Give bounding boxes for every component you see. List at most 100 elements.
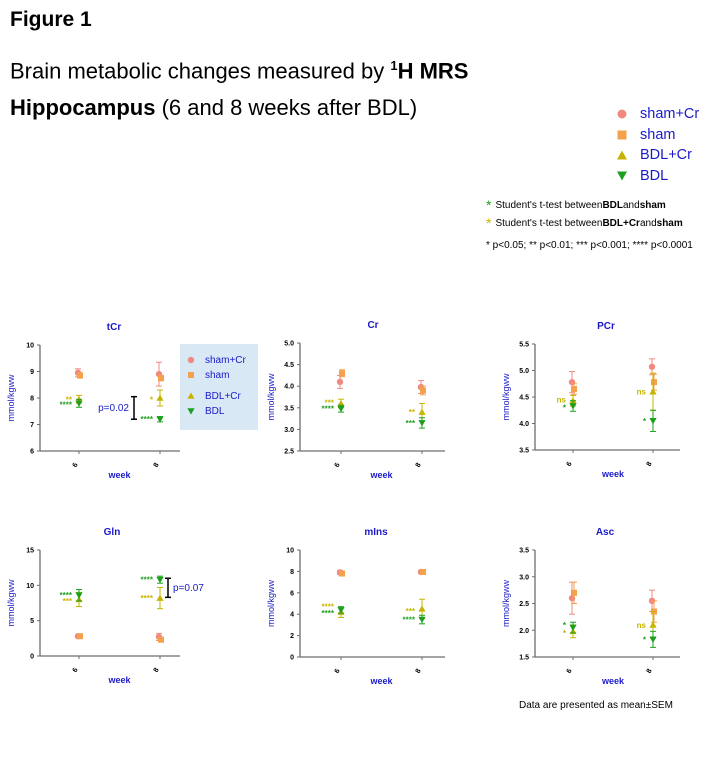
legend-item-bdl: BDL bbox=[616, 166, 699, 187]
legend-label: BDL+Cr bbox=[640, 147, 692, 164]
data-point bbox=[420, 387, 426, 394]
note-green: * Student's t-test between BDL and sham bbox=[486, 196, 693, 214]
figure-label: Figure 1 bbox=[10, 8, 92, 31]
region-detail: (6 and 8 weeks after BDL) bbox=[155, 95, 418, 120]
note-text: Student's t-test between bbox=[495, 199, 603, 211]
significance-label: **** bbox=[141, 415, 154, 424]
note-group-a: BDL+Cr bbox=[602, 217, 640, 229]
data-point bbox=[649, 636, 657, 643]
subtitle-prefix: Brain metabolic changes measured by bbox=[10, 58, 391, 84]
y-axis-label: mmol/kgww bbox=[501, 373, 511, 421]
legend-label: BDL bbox=[640, 167, 669, 184]
y-tick-label: 15 bbox=[26, 548, 34, 555]
y-axis-label: mmol/kgww bbox=[266, 373, 276, 421]
data-point bbox=[77, 633, 83, 640]
significance-label: **** bbox=[141, 576, 154, 585]
significance-label: *** bbox=[63, 597, 73, 606]
y-tick-label: 5.0 bbox=[284, 341, 294, 348]
inline-legend-label: sham bbox=[205, 370, 229, 381]
x-tick-label: 6 bbox=[334, 668, 342, 675]
significance-label: **** bbox=[60, 591, 73, 600]
inline-legend-marker bbox=[188, 372, 194, 378]
data-point bbox=[571, 386, 577, 393]
x-axis-label: week bbox=[601, 676, 625, 686]
x-tick-label: 6 bbox=[566, 461, 574, 468]
chart-title: Gln bbox=[104, 527, 121, 538]
y-tick-label: 3.5 bbox=[284, 405, 294, 412]
y-tick-label: 5.5 bbox=[519, 342, 529, 349]
inline-legend-marker bbox=[187, 356, 195, 364]
legend-label: sham bbox=[640, 126, 676, 143]
data-point bbox=[156, 394, 164, 401]
significance-label: ns bbox=[637, 621, 647, 630]
data-point bbox=[339, 370, 345, 377]
circle-icon bbox=[617, 109, 627, 119]
statistics-notes: * Student's t-test between BDL and sham … bbox=[486, 196, 693, 254]
x-axis-label: week bbox=[369, 470, 393, 480]
significance-label: *** bbox=[406, 419, 416, 428]
y-tick-label: 3.5 bbox=[519, 548, 529, 555]
y-axis-label: mmol/kgww bbox=[6, 374, 16, 422]
footer-note: Data are presented as mean±SEM bbox=[519, 700, 673, 711]
x-axis-label: week bbox=[107, 675, 131, 685]
x-tick-label: 8 bbox=[415, 462, 423, 469]
y-axis-label: mmol/kgww bbox=[6, 579, 16, 627]
inline-legend-label: BDL bbox=[205, 406, 225, 417]
y-tick-label: 2 bbox=[290, 633, 294, 640]
significance-label: **** bbox=[322, 405, 335, 414]
y-tick-label: 8 bbox=[290, 569, 294, 576]
x-tick-label: 6 bbox=[566, 668, 574, 675]
significance-label: **** bbox=[60, 401, 73, 410]
data-point bbox=[75, 400, 83, 407]
note-group-a: BDL bbox=[602, 199, 623, 211]
significance-label: **** bbox=[322, 603, 335, 612]
y-tick-label: 9 bbox=[30, 369, 34, 376]
inline-legend-marker bbox=[187, 392, 195, 399]
x-tick-label: 8 bbox=[646, 668, 654, 675]
data-point bbox=[571, 589, 577, 596]
region-heading: Hippocampus (6 and 8 weeks after BDL) bbox=[10, 95, 417, 121]
data-point bbox=[156, 594, 164, 601]
star-green-icon: * bbox=[486, 197, 492, 213]
y-tick-label: 3.0 bbox=[284, 427, 294, 434]
subtitle-method: H MRS bbox=[397, 58, 469, 84]
chart-title: Cr bbox=[367, 320, 378, 331]
data-point bbox=[75, 592, 83, 599]
y-tick-label: 4.0 bbox=[519, 421, 529, 428]
y-tick-label: 2.0 bbox=[519, 628, 529, 635]
y-tick-label: 5 bbox=[30, 618, 34, 625]
significance-label: * bbox=[150, 395, 154, 404]
data-point bbox=[158, 375, 164, 382]
significance-label: * bbox=[643, 635, 647, 644]
data-point bbox=[156, 416, 164, 423]
subtitle-superscript: 1 bbox=[390, 58, 398, 73]
y-tick-label: 4.0 bbox=[284, 384, 294, 391]
data-point bbox=[569, 403, 577, 410]
data-point bbox=[77, 372, 83, 379]
y-tick-label: 2.5 bbox=[519, 601, 529, 608]
note-text: Student's t-test between bbox=[495, 217, 603, 229]
x-axis-label: week bbox=[369, 676, 393, 686]
note-group-b: sham bbox=[656, 217, 683, 229]
y-tick-label: 4.5 bbox=[284, 362, 294, 369]
chart-title: mIns bbox=[364, 527, 388, 538]
bracket-pvalue: p=0.02 bbox=[98, 403, 129, 414]
y-tick-label: 7 bbox=[30, 422, 34, 429]
y-tick-label: 0 bbox=[290, 655, 294, 662]
x-tick-label: 6 bbox=[72, 667, 80, 674]
region-name: Hippocampus bbox=[10, 95, 156, 120]
x-tick-label: 8 bbox=[646, 461, 654, 468]
y-tick-label: 5.0 bbox=[519, 368, 529, 375]
data-point bbox=[649, 621, 657, 628]
data-point bbox=[336, 378, 344, 386]
note-mid: and bbox=[623, 199, 640, 211]
x-tick-label: 8 bbox=[153, 667, 161, 674]
triangle-down-icon bbox=[617, 171, 627, 181]
y-tick-label: 10 bbox=[26, 583, 34, 590]
y-tick-label: 4 bbox=[290, 612, 294, 619]
triangle-up-icon bbox=[617, 150, 627, 160]
legend-label: sham+Cr bbox=[640, 106, 700, 123]
data-point bbox=[418, 420, 426, 427]
significance-label: **** bbox=[403, 616, 416, 625]
x-axis-label: week bbox=[107, 470, 131, 480]
